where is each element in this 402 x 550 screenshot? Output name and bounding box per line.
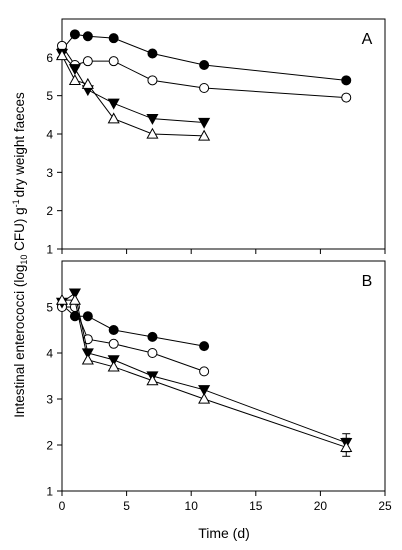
series-line-open-triangle-up xyxy=(61,55,205,137)
data-point-open-triangle-up xyxy=(107,360,120,372)
data-point-open-circle xyxy=(199,83,210,93)
data-point-filled-triangle-down xyxy=(68,288,81,300)
data-point-open-triangle-up xyxy=(146,127,159,139)
y-tick-label: 5 xyxy=(46,301,53,315)
y-axis-label-cfu: CFU) g xyxy=(12,207,27,254)
data-point-open-triangle-up xyxy=(55,293,69,305)
data-point-open-triangle-up xyxy=(198,129,211,141)
data-point-filled-triangle-down xyxy=(107,98,120,110)
data-point-filled-circle xyxy=(108,33,119,44)
data-point-open-circle xyxy=(108,338,119,349)
data-point-open-circle xyxy=(82,56,93,67)
panel-a-label: A xyxy=(362,31,373,48)
data-point-open-triangle-up xyxy=(340,441,353,452)
data-point-filled-circle xyxy=(199,341,210,352)
data-point-filled-circle xyxy=(341,75,352,86)
x-tick-label: 5 xyxy=(123,499,130,513)
y-tick-label: 3 xyxy=(46,166,53,180)
y-tick-label: 5 xyxy=(46,89,53,103)
x-tick-label: 10 xyxy=(185,499,199,513)
y-tick-label: 6 xyxy=(46,51,53,65)
y-axis-label-main: Intestinal enterococci (log xyxy=(12,265,27,418)
y-axis-label-superscript: -1 xyxy=(11,199,21,207)
y-axis-label-tail: dry weight faeces xyxy=(12,92,27,197)
panel-b-plot: 1 2 3 4 5 0 5 10 15 20 25 xyxy=(46,288,392,513)
x-tick-label: 0 xyxy=(59,499,66,513)
y-tick-label: 4 xyxy=(46,347,53,361)
panel-b-label: B xyxy=(362,273,373,290)
series-line-filled-circle xyxy=(61,33,347,81)
x-axis-label: Time (d) xyxy=(198,525,250,541)
data-point-open-triangle-up xyxy=(68,74,81,85)
data-point-open-circle xyxy=(147,348,158,358)
data-point-filled-circle xyxy=(82,311,93,322)
y-axis-label: Intestinal enterococci (log10 CFU) g-1 dr… xyxy=(11,92,29,418)
data-point-open-triangle-up xyxy=(81,353,94,365)
x-tick-label: 20 xyxy=(314,499,328,513)
x-tick-label: 25 xyxy=(378,499,392,513)
data-point-filled-triangle-down xyxy=(68,64,81,76)
y-tick-label: 2 xyxy=(46,439,53,453)
data-point-filled-circle xyxy=(82,31,93,42)
data-point-open-triangle-up xyxy=(198,392,211,404)
data-point-filled-triangle-down xyxy=(198,385,211,397)
data-point-filled-circle xyxy=(108,325,119,335)
panel-b-frame xyxy=(61,260,386,492)
panel-a-plot: 1 2 3 4 5 6 xyxy=(46,29,386,257)
data-point-filled-triangle-down xyxy=(81,348,94,360)
data-point-filled-circle xyxy=(147,48,158,59)
y-tick-label: 1 xyxy=(46,485,53,499)
data-point-open-circle xyxy=(108,56,119,67)
data-point-filled-circle xyxy=(69,29,80,40)
data-point-open-triangle-up xyxy=(55,49,69,61)
data-point-open-triangle-up xyxy=(107,112,120,124)
data-point-open-triangle-up xyxy=(146,374,159,386)
data-point-filled-circle xyxy=(199,60,210,70)
y-tick-label: 2 xyxy=(46,204,53,218)
y-tick-label: 3 xyxy=(46,393,53,407)
data-point-open-triangle-up xyxy=(81,77,94,89)
data-point-filled-triangle-down xyxy=(146,114,159,125)
data-point-filled-circle xyxy=(147,331,158,342)
data-point-filled-triangle-down xyxy=(198,117,211,129)
data-point-open-circle xyxy=(199,366,210,377)
y-axis-label-subscript: 10 xyxy=(19,255,29,265)
data-point-open-circle xyxy=(147,75,158,86)
y-tick-label: 4 xyxy=(46,128,53,142)
data-point-filled-triangle-down xyxy=(107,355,120,367)
data-point-open-triangle-up xyxy=(68,293,81,305)
panel-a-frame xyxy=(61,18,386,250)
data-point-open-circle xyxy=(341,92,352,103)
x-tick-label: 15 xyxy=(249,499,263,513)
y-tick-label: 1 xyxy=(46,243,53,257)
